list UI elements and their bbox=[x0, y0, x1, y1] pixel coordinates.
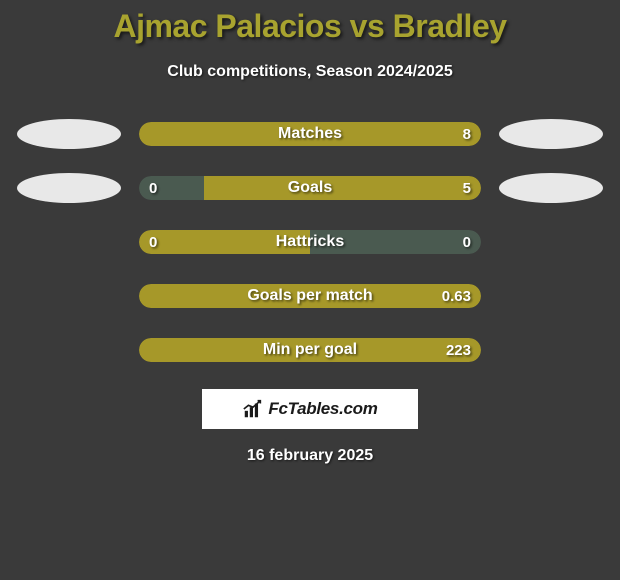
stat-row: 0Goals5 bbox=[0, 173, 620, 203]
player-right-ellipse bbox=[499, 119, 603, 149]
stat-bar: 0Hattricks0 bbox=[139, 230, 481, 254]
stat-label: Min per goal bbox=[139, 338, 481, 362]
stat-value-right: 223 bbox=[446, 338, 471, 362]
stat-row: Matches8 bbox=[0, 119, 620, 149]
player-left-ellipse bbox=[17, 173, 121, 203]
subtitle: Club competitions, Season 2024/2025 bbox=[0, 63, 620, 81]
stat-label: Hattricks bbox=[139, 230, 481, 254]
spacer bbox=[499, 227, 603, 257]
spacer bbox=[17, 335, 121, 365]
stat-row: 0Hattricks0 bbox=[0, 227, 620, 257]
stat-bar: Matches8 bbox=[139, 122, 481, 146]
stat-rows: Matches80Goals50Hattricks0Goals per matc… bbox=[0, 119, 620, 365]
spacer bbox=[17, 227, 121, 257]
stat-row: Min per goal223 bbox=[0, 335, 620, 365]
comparison-widget: Ajmac Palacios vs Bradley Club competiti… bbox=[0, 0, 620, 465]
stat-value-right: 0 bbox=[463, 230, 471, 254]
spacer bbox=[499, 281, 603, 311]
stat-row: Goals per match0.63 bbox=[0, 281, 620, 311]
spacer bbox=[17, 281, 121, 311]
stat-label: Goals per match bbox=[139, 284, 481, 308]
bar-chart-icon bbox=[242, 398, 264, 420]
stat-label: Goals bbox=[139, 176, 481, 200]
stat-bar: 0Goals5 bbox=[139, 176, 481, 200]
player-left-ellipse bbox=[17, 119, 121, 149]
player-right-ellipse bbox=[499, 173, 603, 203]
stat-label: Matches bbox=[139, 122, 481, 146]
spacer bbox=[499, 335, 603, 365]
stat-bar: Goals per match0.63 bbox=[139, 284, 481, 308]
logo-text: FcTables.com bbox=[268, 399, 377, 419]
stat-value-right: 8 bbox=[463, 122, 471, 146]
stat-bar: Min per goal223 bbox=[139, 338, 481, 362]
stat-value-right: 5 bbox=[463, 176, 471, 200]
page-title: Ajmac Palacios vs Bradley bbox=[0, 8, 620, 45]
stat-value-right: 0.63 bbox=[442, 284, 471, 308]
date-label: 16 february 2025 bbox=[0, 447, 620, 465]
logo-box[interactable]: FcTables.com bbox=[202, 389, 418, 429]
